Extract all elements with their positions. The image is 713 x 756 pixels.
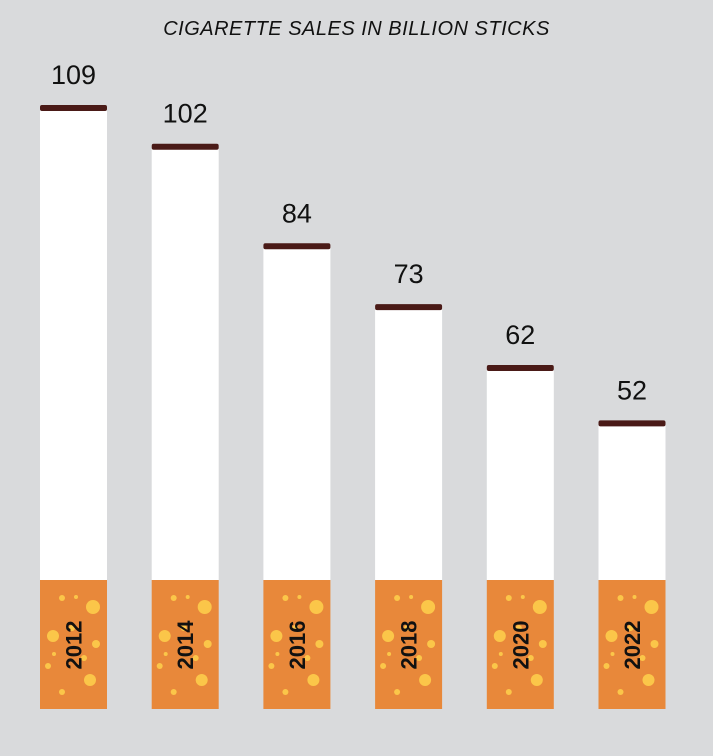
bar-tip [486, 365, 554, 372]
bar-tip [263, 243, 331, 250]
filter-dot [292, 625, 299, 631]
value-label: 109 [51, 60, 96, 90]
filter-dot [170, 595, 177, 601]
filter-dot [197, 600, 212, 614]
filter-dot [394, 595, 401, 601]
filter-dot [617, 595, 624, 601]
filter-dot [610, 652, 615, 656]
filter-dot [84, 674, 96, 686]
filter-dot [382, 630, 395, 642]
value-label: 84 [282, 198, 312, 228]
filter-dot [297, 595, 302, 599]
filter-dot [650, 640, 659, 648]
filter-dot [505, 689, 512, 695]
filter-dot [404, 625, 411, 631]
filter-dot [92, 640, 100, 648]
filter-dot [282, 595, 289, 601]
filter-dot [515, 625, 522, 631]
filter-dot [421, 600, 436, 614]
filter-dot [195, 674, 208, 686]
filter-dot [315, 640, 324, 648]
filter-dot [642, 674, 655, 686]
bar-body [598, 421, 666, 580]
filter-dot [639, 655, 646, 661]
filter-dot [605, 630, 618, 642]
filter-dot [520, 595, 525, 599]
filter-dot [538, 640, 547, 648]
bar-body [151, 144, 219, 580]
filter-dot [170, 689, 177, 695]
year-label: 2012 [62, 621, 87, 670]
year-label: 2018 [397, 621, 422, 670]
filter-dot [203, 640, 212, 648]
filter-dot [498, 652, 503, 656]
filter-dot [644, 600, 659, 614]
filter-dot [268, 663, 275, 669]
filter-dot [416, 655, 423, 661]
value-label: 73 [394, 259, 424, 289]
filter-dot [59, 595, 65, 601]
filter-dot [158, 630, 171, 642]
bar-body [486, 366, 554, 580]
filter-dot [627, 625, 634, 631]
filter-dot [603, 663, 610, 669]
filter-dot [69, 625, 75, 631]
filter-dot [304, 655, 311, 661]
filter-dot [491, 663, 498, 669]
filter-dot [617, 689, 624, 695]
filter-dot [45, 663, 51, 669]
filter-dot [380, 663, 387, 669]
filter-dot [52, 652, 56, 656]
filter-dot [307, 674, 320, 686]
filter-dot [282, 689, 289, 695]
bar: 62 2020 [486, 320, 554, 709]
value-label: 52 [617, 375, 647, 405]
bar-body [40, 106, 107, 580]
bar: 109 2012 [40, 60, 107, 709]
filter-dot [493, 630, 506, 642]
bar-body [375, 305, 443, 580]
filter-dot [527, 655, 534, 661]
filter-dot [309, 600, 324, 614]
bar-tip [40, 105, 107, 111]
filter-dot [180, 625, 187, 631]
bar-tip [151, 143, 219, 150]
filter-dot [270, 630, 283, 642]
bar: 84 2016 [263, 198, 331, 709]
filter-dot [47, 630, 59, 642]
year-label: 2020 [508, 621, 533, 670]
filter-dot [632, 595, 637, 599]
filter-dot [156, 663, 163, 669]
filter-dot [163, 652, 168, 656]
year-label: 2014 [173, 620, 198, 670]
bar: 73 2018 [375, 259, 443, 709]
filter-dot [427, 640, 436, 648]
bar-body [263, 244, 331, 581]
year-label: 2022 [620, 621, 645, 670]
value-label: 62 [505, 320, 535, 350]
year-label: 2016 [285, 621, 310, 670]
filter-dot [74, 595, 78, 599]
filter-dot [192, 655, 199, 661]
chart-title: CIGARETTE SALES IN BILLION STICKS [163, 18, 550, 40]
filter-dot [505, 595, 512, 601]
filter-dot [530, 674, 543, 686]
value-label: 102 [163, 99, 208, 129]
filter-dot [532, 600, 547, 614]
filter-dot [185, 595, 190, 599]
filter-dot [409, 595, 414, 599]
bar-tip [375, 304, 443, 311]
filter-dot [275, 652, 280, 656]
filter-dot [419, 674, 432, 686]
filter-dot [387, 652, 392, 656]
filter-dot [59, 689, 65, 695]
bar-tip [598, 420, 666, 427]
bar: 102 2014 [151, 99, 219, 709]
filter-dot [394, 689, 401, 695]
filter-dot [86, 600, 100, 614]
bar: 52 2022 [598, 375, 666, 709]
filter-dot [81, 655, 87, 661]
